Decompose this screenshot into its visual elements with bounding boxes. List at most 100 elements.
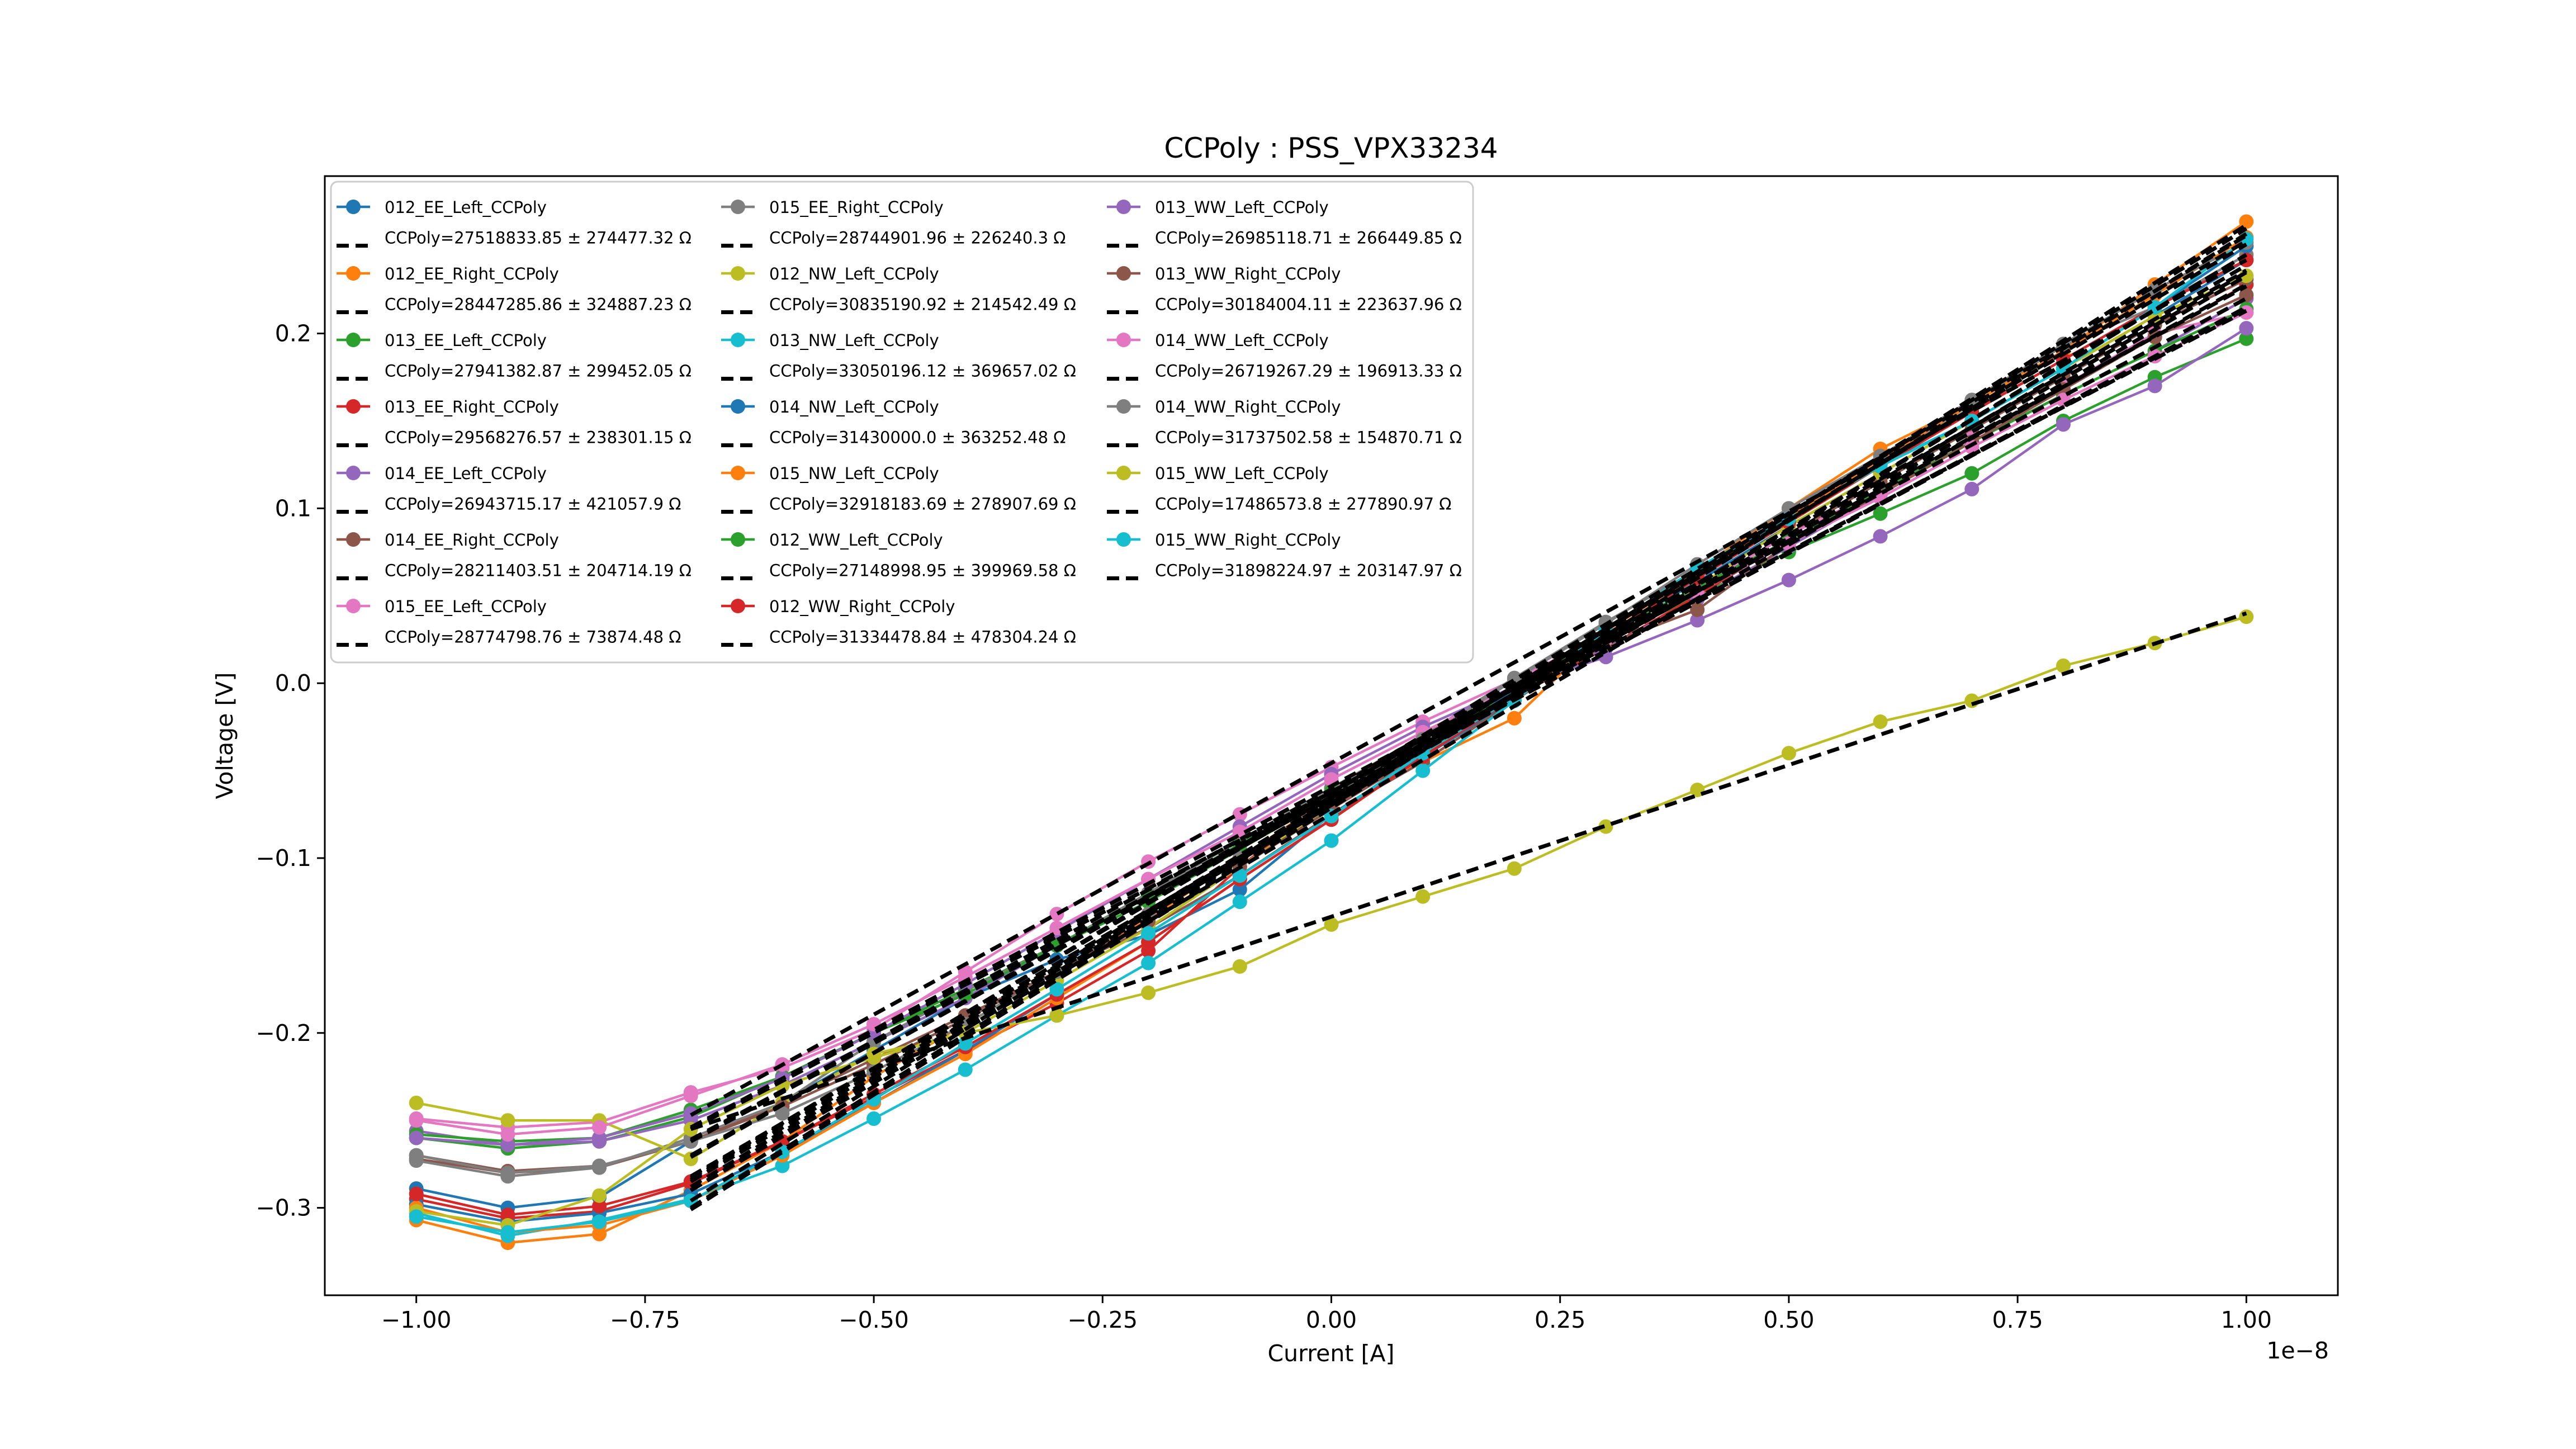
legend-entry-fit: CCPoly=29568276.57 ± 238301.15 Ω (337, 428, 692, 447)
legend-entries: 012_EE_Left_CCPoly CCPoly=27518833.85 ± 2… (337, 198, 1462, 647)
legend-label: 015_WW_Left_CCPoly (1155, 464, 1329, 483)
x-axis-label: Current [A] (1267, 1340, 1394, 1367)
data-point (409, 1130, 424, 1145)
data-point (1873, 506, 1888, 521)
legend-entry-series: 012_WW_Right_CCPoly (721, 597, 955, 616)
legend-entry-series: 015_EE_Right_CCPoly (721, 198, 944, 217)
legend-fit-label: CCPoly=30184004.11 ± 223637.96 Ω (1155, 295, 1462, 314)
data-point (500, 1225, 515, 1240)
y-tick-label: 0.1 (275, 495, 311, 522)
legend-label: 012_EE_Right_CCPoly (385, 264, 559, 283)
axes-frame (324, 175, 2339, 1296)
data-point (1141, 926, 1156, 941)
legend-entry-series: 014_EE_Left_CCPoly (337, 464, 547, 483)
fit-line (690, 309, 2247, 1131)
legend-label: 014_WW_Left_CCPoly (1155, 331, 1329, 350)
data-point (958, 1062, 973, 1077)
legend-entry-fit: CCPoly=31430000.0 ± 363252.48 Ω (721, 428, 1066, 447)
legend-label: 012_WW_Left_CCPoly (769, 531, 943, 550)
data-point (1598, 819, 1613, 834)
legend-label: 013_WW_Right_CCPoly (1155, 264, 1341, 283)
data-point (500, 1208, 515, 1223)
legend-entry-series: 013_EE_Left_CCPoly (337, 331, 547, 350)
y-tick-label: 0.2 (275, 320, 311, 347)
legend-handle-marker (731, 599, 745, 613)
data-point (2147, 378, 2162, 394)
legend-entry-fit: CCPoly=30184004.11 ± 223637.96 Ω (1107, 295, 1462, 314)
legend-entry-series: 014_EE_Right_CCPoly (337, 531, 559, 550)
legend-entry-fit: CCPoly=31898224.97 ± 203147.97 Ω (1107, 561, 1462, 580)
data-point (1141, 985, 1156, 1000)
legend-handle-marker (346, 399, 361, 414)
fit-line (690, 258, 2248, 1117)
data-point (409, 1095, 424, 1110)
x-tick-label: 0.50 (1763, 1306, 1814, 1333)
legend-label: 015_NW_Left_CCPoly (769, 464, 939, 483)
fit-line (690, 282, 2248, 1157)
legend-fit-label: CCPoly=31737502.58 ± 154870.71 Ω (1155, 428, 1462, 447)
data-point (592, 1188, 607, 1203)
data-point (2239, 321, 2254, 336)
legend-fit-label: CCPoly=27148998.95 ± 399969.58 Ω (769, 561, 1076, 580)
legend-fit-label: CCPoly=29568276.57 ± 238301.15 Ω (385, 428, 692, 447)
data-point (2239, 331, 2254, 346)
y-tick-label: −0.2 (255, 1020, 311, 1046)
y-tick-label: −0.1 (255, 845, 311, 872)
legend-handle-marker (1116, 532, 1131, 547)
legend-fit-label: CCPoly=31898224.97 ± 203147.97 Ω (1155, 561, 1462, 580)
legend-entry-series: 014_WW_Right_CCPoly (1107, 397, 1341, 416)
legend-fit-label: CCPoly=28744901.96 ± 226240.3 Ω (769, 229, 1066, 248)
legend-entry-series: 013_EE_Right_CCPoly (337, 397, 559, 416)
x-tick-label: −0.50 (839, 1306, 909, 1333)
data-point (775, 1158, 790, 1173)
legend-entry-series: 015_NW_Left_CCPoly (721, 464, 939, 483)
x-tick-label: 0.75 (1992, 1306, 2043, 1333)
legend-entry-fit: CCPoly=32918183.69 ± 278907.69 Ω (721, 495, 1076, 514)
legend-fit-label: CCPoly=26943715.17 ± 421057.9 Ω (385, 495, 681, 514)
data-point (1415, 763, 1431, 778)
data-point (592, 1130, 607, 1145)
legend-handle-marker (731, 466, 745, 480)
legend-entry-series: 014_WW_Left_CCPoly (1107, 331, 1329, 350)
legend-entry-series: 014_NW_Left_CCPoly (721, 397, 939, 416)
data-point (866, 1050, 882, 1065)
legend-label: 012_NW_Left_CCPoly (769, 264, 939, 283)
legend-handle-marker (346, 200, 361, 214)
legend-fit-label: CCPoly=26985118.71 ± 266449.85 Ω (1155, 229, 1462, 248)
data-point (409, 1209, 424, 1224)
x-tick-label: 0.25 (1535, 1306, 1585, 1333)
legend-entry-fit: CCPoly=26719267.29 ± 196913.33 Ω (1107, 362, 1462, 381)
legend-label: 015_EE_Right_CCPoly (769, 198, 944, 217)
legend-fit-label: CCPoly=31430000.0 ± 363252.48 Ω (769, 428, 1066, 447)
data-point (1049, 1008, 1064, 1023)
y-axis-label: Voltage [V] (211, 673, 238, 799)
x-ticks: −1.00 −0.75 −0.50 −0.25 0.00 0.25 0.50 0.75 1.00 (381, 1295, 2272, 1333)
legend-entry-series: 015_EE_Left_CCPoly (337, 597, 547, 616)
data-point (1781, 746, 1796, 761)
legend-fit-label: CCPoly=30835190.92 ± 214542.49 Ω (769, 295, 1076, 314)
legend-label: 013_WW_Left_CCPoly (1155, 198, 1329, 217)
legend-entry-series: 012_WW_Left_CCPoly (721, 531, 943, 550)
legend-label: 015_WW_Right_CCPoly (1155, 531, 1341, 550)
legend-handle-marker (731, 399, 745, 414)
data-point (1507, 861, 1522, 876)
legend-handle-marker (346, 466, 361, 480)
legend-label: 012_EE_Left_CCPoly (385, 198, 547, 217)
legend-label: 015_EE_Left_CCPoly (385, 597, 547, 616)
legend-fit-label: CCPoly=27941382.87 ± 299452.05 Ω (385, 362, 692, 381)
data-point (1507, 711, 1522, 726)
data-point (1690, 602, 1705, 617)
legend-handle-marker (731, 532, 745, 547)
data-point (775, 1106, 790, 1121)
legend-handle-marker (346, 599, 361, 613)
legend-entry-fit: CCPoly=33050196.12 ± 369657.02 Ω (721, 362, 1076, 381)
fit-lines (689, 223, 2248, 1211)
data-point (1324, 833, 1339, 848)
legend-entry-series: 012_EE_Right_CCPoly (337, 264, 559, 283)
legend-entry-fit: CCPoly=28211403.51 ± 204714.19 Ω (337, 561, 692, 580)
x-axis-offset-label: 1e−8 (2266, 1337, 2329, 1364)
legend-label: 013_EE_Right_CCPoly (385, 397, 559, 416)
data-point (1964, 466, 1980, 481)
legend-fit-label: CCPoly=28447285.86 ± 324887.23 Ω (385, 295, 692, 314)
